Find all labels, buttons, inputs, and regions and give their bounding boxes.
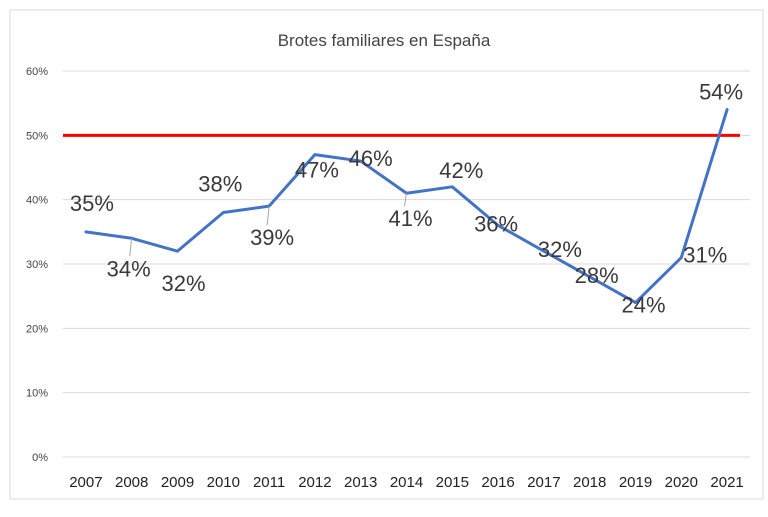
- data-label: 32%: [538, 237, 582, 262]
- x-tick-label: 2017: [527, 474, 560, 491]
- data-label: 42%: [439, 158, 483, 183]
- x-tick-label: 2014: [390, 474, 423, 491]
- y-tick-label: 30%: [26, 259, 48, 271]
- data-label: 54%: [699, 80, 743, 105]
- y-tick-label: 0%: [32, 452, 48, 464]
- y-tick-label: 50%: [26, 130, 48, 142]
- chart-border: [9, 9, 764, 500]
- data-label: 35%: [70, 191, 114, 216]
- x-tick-label: 2019: [619, 474, 652, 491]
- data-label: 38%: [198, 172, 242, 197]
- data-label: 24%: [621, 293, 665, 318]
- data-label: 39%: [250, 225, 294, 250]
- chart-title: Brotes familiares en España: [278, 31, 491, 50]
- x-tick-label: 2007: [69, 474, 102, 491]
- data-label-leader: [266, 206, 270, 226]
- y-tick-label: 60%: [26, 66, 48, 78]
- data-label: 32%: [161, 271, 205, 296]
- data-label: 31%: [683, 243, 727, 268]
- data-label-leader: [404, 193, 407, 207]
- data-label: 28%: [575, 263, 619, 288]
- x-tick-label: 2009: [161, 474, 194, 491]
- x-tick-label: 2018: [573, 474, 606, 491]
- data-label: 47%: [295, 158, 339, 183]
- data-label: 41%: [388, 206, 432, 231]
- x-tick-label: 2020: [665, 474, 698, 491]
- x-tick-label: 2015: [436, 474, 469, 491]
- x-tick-label: 2021: [710, 474, 743, 491]
- data-label: 36%: [474, 211, 518, 236]
- y-tick-label: 20%: [26, 323, 48, 335]
- x-tick-label: 2010: [207, 474, 240, 491]
- data-label-leader: [129, 238, 133, 257]
- data-labels: 35%34%32%38%39%47% 46%41%42%36%32%28%24%3…: [70, 80, 743, 318]
- x-axis-ticks: 2007 2008 2009 2010 2011 2012 2013 2014 2015 2016…: [69, 474, 744, 491]
- x-tick-label: 2012: [298, 474, 331, 491]
- data-label: 34%: [107, 256, 151, 281]
- y-axis-ticks: 0% 10% 20% 30% 40% 50% 60%: [26, 66, 48, 464]
- x-tick-label: 2011: [253, 474, 285, 491]
- x-tick-label: 2008: [115, 474, 148, 491]
- y-tick-label: 40%: [26, 195, 48, 207]
- y-tick-label: 10%: [26, 388, 48, 400]
- x-tick-label: 2016: [481, 474, 514, 491]
- x-tick-label: 2013: [344, 474, 377, 491]
- data-label: 46%: [349, 146, 393, 171]
